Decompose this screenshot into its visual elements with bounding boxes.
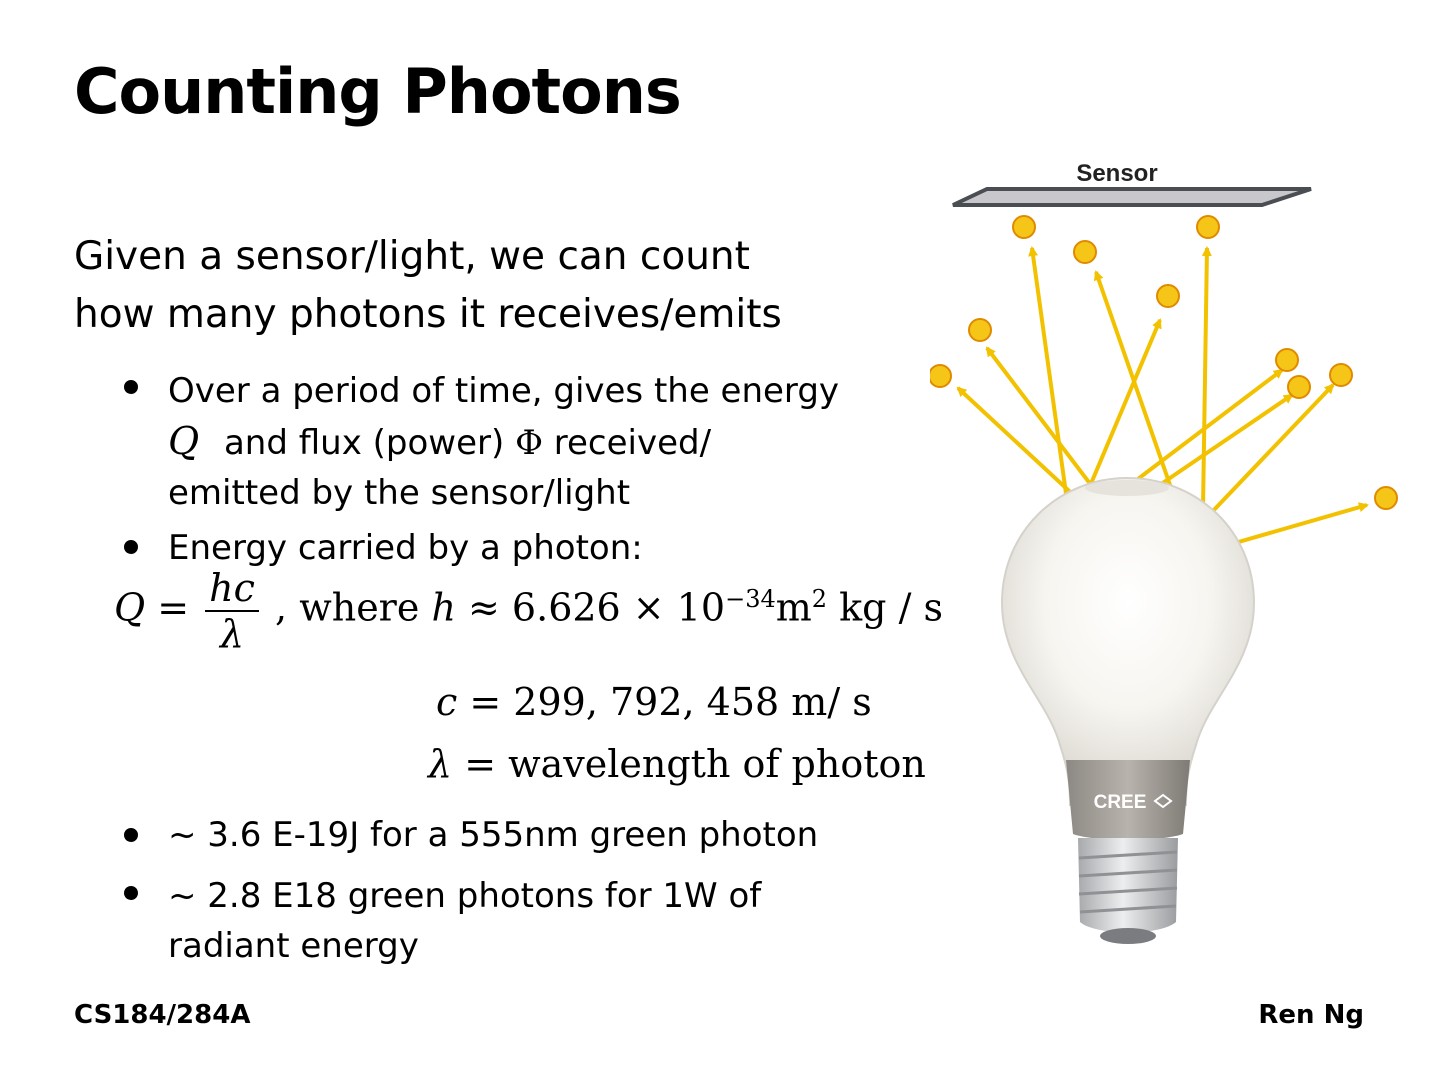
photon bbox=[1287, 375, 1311, 399]
formula-numerator: hc bbox=[205, 566, 259, 612]
bullet-2: Energy carried by a photon: bbox=[168, 528, 643, 568]
bulb-collar bbox=[1066, 760, 1190, 840]
sensor-label: Sensor bbox=[1076, 160, 1157, 187]
bullet-4-line-2: radiant energy bbox=[168, 926, 419, 966]
bullet-1-end: received/ bbox=[553, 423, 712, 463]
intro-line-2: how many photons it receives/emits bbox=[74, 292, 782, 337]
light-bulb: CREE bbox=[1000, 476, 1256, 944]
photon bbox=[930, 364, 952, 388]
bullet-1-line-2: Q and flux (power) Φ received/ bbox=[168, 416, 839, 468]
formula-h-exponent: −34 bbox=[725, 584, 776, 613]
formula-lambda-symbol: λ bbox=[428, 742, 453, 786]
photon bbox=[1012, 215, 1036, 239]
bullet-1-mid: and flux (power) bbox=[223, 423, 505, 463]
bullet-4-line-1: ~ 2.8 E18 green photons for 1W of bbox=[168, 876, 762, 916]
bulb-contact bbox=[1100, 928, 1156, 944]
formula-c-value: = 299, 792, 458 m/ s bbox=[469, 680, 872, 724]
photon bbox=[1329, 363, 1353, 387]
formula-c-symbol: c bbox=[436, 680, 458, 724]
footer-author: Ren Ng bbox=[1258, 1000, 1364, 1030]
formula-where: , where bbox=[275, 585, 420, 630]
symbol-phi: Φ bbox=[515, 423, 543, 463]
formula-h-units-exponent: 2 bbox=[811, 584, 828, 613]
formula-denominator: λ bbox=[220, 612, 245, 656]
bulb-glass bbox=[1000, 476, 1256, 806]
arrow bbox=[1093, 270, 1180, 509]
arrow bbox=[1143, 393, 1294, 497]
intro-line-1: Given a sensor/light, we can count bbox=[74, 234, 750, 279]
formula-h-units-rest: kg / s bbox=[827, 585, 943, 630]
formula-c-line: c = 299, 792, 458 m/ s bbox=[436, 680, 872, 724]
photon bbox=[1275, 348, 1299, 372]
formula-h-approx: ≈ 6.626 × 10 bbox=[468, 585, 726, 630]
arrow bbox=[1227, 502, 1369, 547]
screw-threads bbox=[1078, 850, 1178, 914]
photons bbox=[930, 215, 1398, 510]
photon bbox=[1374, 486, 1398, 510]
bullet-dot-4 bbox=[124, 886, 138, 900]
sensor-plate bbox=[952, 187, 1312, 207]
photon-energy-formula: Q = hc λ , where h ≈ 6.626 × 10−34m2 kg … bbox=[114, 566, 943, 656]
bullet-1: Over a period of time, gives the energy … bbox=[168, 366, 839, 518]
photon-sensor-figure: Sensor CREE bbox=[930, 160, 1398, 944]
formula-h-symbol: h bbox=[431, 585, 456, 630]
formula-lhs: Q = bbox=[114, 585, 190, 630]
arrow bbox=[1028, 246, 1070, 509]
footer-course: CS184/284A bbox=[74, 1000, 251, 1030]
photon bbox=[1073, 240, 1097, 264]
cree-logo-mark bbox=[1153, 793, 1173, 809]
bullet-4: ~ 2.8 E18 green photons for 1W of radian… bbox=[168, 871, 761, 971]
bullet-1-line-3: emitted by the sensor/light bbox=[168, 473, 631, 513]
bullet-3: ~ 3.6 E-19J for a 555nm green photon bbox=[168, 815, 819, 855]
arrow bbox=[1080, 318, 1162, 506]
intro-text: Given a sensor/light, we can count how m… bbox=[74, 228, 782, 344]
photon bbox=[968, 318, 992, 342]
bullet-dot-1 bbox=[124, 380, 138, 394]
arrow bbox=[1201, 246, 1212, 509]
photon bbox=[1196, 215, 1220, 239]
arrow bbox=[1210, 383, 1335, 514]
formula-fraction: hc λ bbox=[205, 566, 259, 656]
photon bbox=[1156, 284, 1180, 308]
formula-lambda-value: = wavelength of photon bbox=[464, 742, 926, 786]
bullet-1-line-1: Over a period of time, gives the energy bbox=[168, 371, 840, 411]
arrow bbox=[1128, 368, 1284, 487]
bullet-dot-3 bbox=[124, 828, 138, 842]
formula-h-units: m bbox=[775, 585, 812, 630]
slide-title: Counting Photons bbox=[74, 55, 682, 128]
cree-logo: CREE bbox=[1094, 792, 1147, 813]
bullet-dot-2 bbox=[124, 540, 138, 554]
bulb-top-vent bbox=[1085, 480, 1169, 496]
symbol-q: Q bbox=[168, 419, 200, 463]
formula-lambda-line: λ = wavelength of photon bbox=[428, 742, 926, 786]
